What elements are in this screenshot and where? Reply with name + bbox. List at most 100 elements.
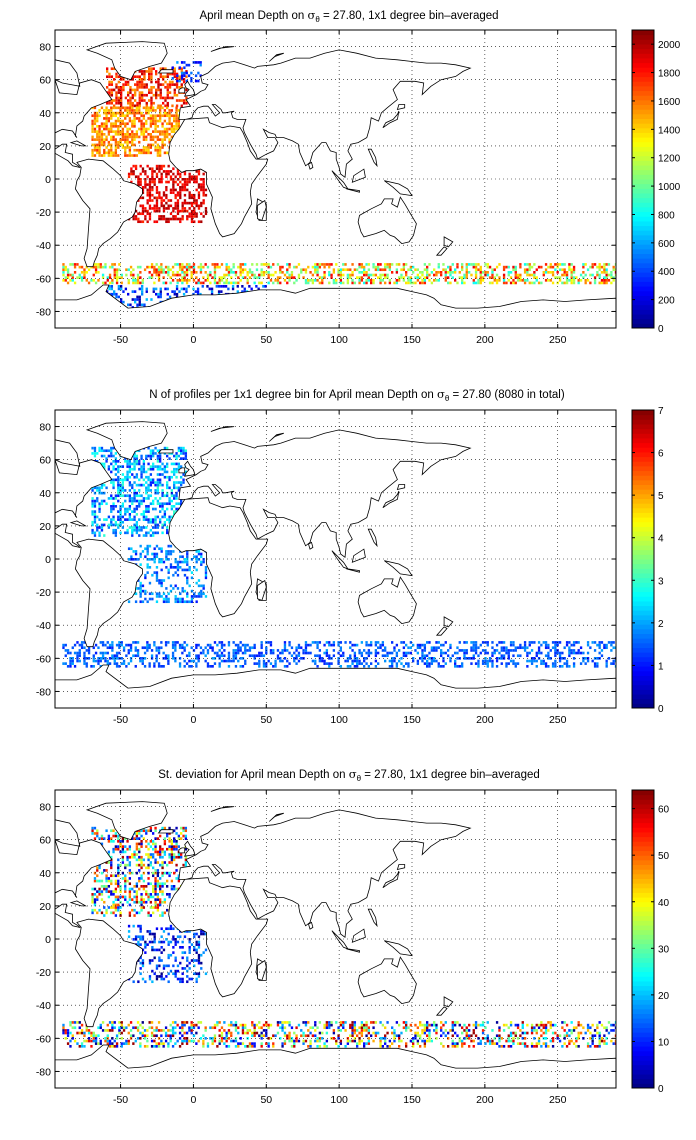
data-cell — [131, 510, 134, 513]
data-cell — [586, 268, 590, 272]
data-cell — [96, 874, 99, 878]
data-cell — [122, 300, 125, 304]
data-cell — [349, 276, 352, 279]
data-cell — [144, 555, 147, 559]
data-cell — [110, 510, 113, 513]
data-cell — [76, 657, 79, 660]
data-cell — [138, 303, 141, 307]
data-cell — [133, 454, 136, 458]
data-cell — [193, 193, 196, 197]
data-cell — [154, 140, 157, 144]
data-cell — [176, 172, 180, 176]
data-cell — [111, 641, 114, 644]
data-cell — [304, 651, 308, 655]
data-cell — [196, 290, 200, 293]
data-cell — [175, 106, 178, 110]
data-cell — [164, 104, 167, 108]
data-cell — [171, 265, 175, 269]
data-cell — [152, 853, 155, 856]
data-cell — [114, 895, 118, 899]
data-cell — [145, 148, 148, 152]
data-cell — [437, 263, 440, 266]
data-cell — [157, 292, 160, 296]
data-cell — [163, 898, 167, 901]
data-cell — [159, 91, 162, 94]
data-cell — [117, 127, 120, 131]
data-cell — [384, 276, 387, 279]
data-cell — [113, 659, 116, 663]
data-cell — [168, 861, 171, 864]
data-cell — [143, 651, 147, 655]
data-cell — [430, 662, 434, 665]
data-cell — [91, 832, 94, 835]
data-cell — [93, 877, 97, 880]
data-cell — [246, 649, 249, 652]
data-cell — [93, 903, 97, 907]
data-cell — [168, 845, 171, 848]
data-cell — [409, 651, 413, 655]
data-cell — [108, 101, 111, 105]
data-cell — [152, 67, 155, 71]
data-cell — [148, 217, 152, 221]
data-cell — [204, 576, 208, 580]
data-cell — [260, 273, 263, 277]
data-cell — [251, 273, 254, 277]
data-cell — [149, 146, 153, 149]
data-cell — [174, 566, 177, 569]
land-outline — [331, 550, 349, 570]
data-cell — [157, 265, 161, 269]
data-cell — [144, 180, 147, 184]
data-cell — [142, 863, 146, 867]
data-cell — [134, 665, 137, 668]
data-cell — [162, 217, 166, 221]
data-cell — [146, 641, 149, 644]
data-cell — [108, 72, 111, 76]
data-cell — [105, 890, 108, 893]
data-cell — [117, 119, 120, 123]
data-cell — [528, 268, 531, 272]
data-cell — [607, 263, 611, 266]
data-cell — [197, 186, 201, 189]
data-cell — [537, 649, 541, 652]
data-cell — [514, 265, 517, 269]
data-cell — [155, 659, 158, 663]
data-cell — [535, 279, 538, 282]
data-cell — [568, 651, 571, 655]
data-cell — [342, 268, 345, 272]
data-cell — [160, 201, 163, 205]
data-cell — [213, 662, 217, 665]
data-cell — [159, 483, 162, 487]
colorbar-segment — [632, 535, 654, 541]
data-cell — [586, 659, 590, 663]
data-cell — [106, 641, 109, 644]
data-cell — [149, 853, 153, 856]
data-cell — [156, 906, 160, 909]
data-cell — [128, 111, 132, 115]
data-cell — [112, 518, 115, 521]
x-tick-label: 50 — [260, 714, 272, 726]
data-cell — [200, 178, 203, 181]
data-cell — [300, 271, 303, 274]
data-cell — [197, 584, 201, 588]
data-cell — [197, 592, 201, 596]
data-cell — [188, 651, 191, 655]
data-cell — [96, 879, 99, 883]
data-cell — [225, 263, 228, 266]
data-cell — [115, 91, 118, 94]
data-cell — [158, 193, 161, 197]
data-cell — [173, 462, 176, 466]
data-cell — [274, 659, 277, 663]
data-cell — [405, 643, 408, 647]
data-cell — [173, 67, 176, 71]
data-cell — [164, 75, 167, 79]
data-cell — [141, 589, 145, 593]
data-cell — [178, 643, 182, 647]
data-cell — [126, 473, 129, 476]
data-cell — [307, 643, 310, 647]
data-cell — [183, 265, 186, 269]
data-cell — [107, 853, 111, 856]
data-cell — [323, 643, 326, 647]
data-cell — [220, 263, 224, 266]
data-cell — [121, 847, 125, 851]
data-cell — [140, 885, 143, 888]
